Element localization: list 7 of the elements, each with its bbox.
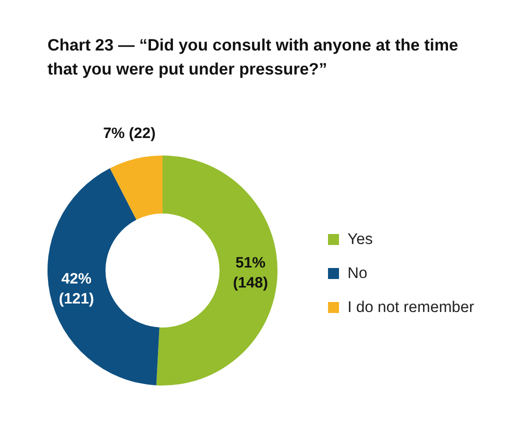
data-label: 51% (148) — [232, 254, 268, 292]
legend-label: Yes — [348, 231, 374, 248]
chart-title: Chart 23 — “Did you consult with anyone at the time that you were put under pressure?” — [48, 36, 458, 78]
data-label: 42% (121) — [58, 270, 94, 308]
legend-label: No — [348, 265, 368, 282]
legend-label: I do not remember — [348, 299, 474, 316]
data-label: 7% (22) — [103, 124, 156, 142]
